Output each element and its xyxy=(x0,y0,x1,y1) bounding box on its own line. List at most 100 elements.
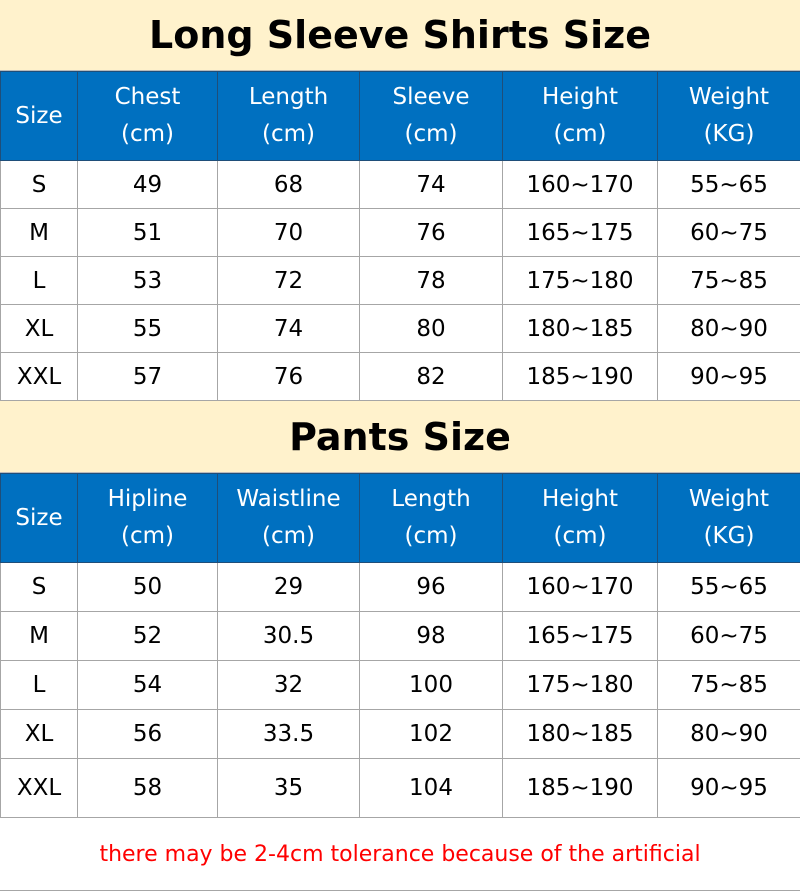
header-text: (cm) xyxy=(503,518,657,555)
table-cell: 75~85 xyxy=(658,257,800,305)
table-cell: 175~180 xyxy=(503,661,658,710)
table-cell: 78 xyxy=(360,257,503,305)
header-text: (cm) xyxy=(218,518,359,555)
table-cell: 70 xyxy=(218,209,360,257)
table-cell: M xyxy=(1,209,78,257)
column-header: Size xyxy=(1,72,78,161)
table-cell: 76 xyxy=(360,209,503,257)
table-cell: 74 xyxy=(360,161,503,209)
table-cell: 55~65 xyxy=(658,563,800,612)
table-cell: 100 xyxy=(360,661,503,710)
table-cell: 32 xyxy=(218,661,360,710)
header-text: (cm) xyxy=(218,116,359,153)
header-text: (cm) xyxy=(78,518,217,555)
column-header: Chest(cm) xyxy=(78,72,218,161)
column-header: Length(cm) xyxy=(218,72,360,161)
table-cell: 160~170 xyxy=(503,563,658,612)
table-cell: 68 xyxy=(218,161,360,209)
table-cell: 90~95 xyxy=(658,759,800,818)
header-text: Height xyxy=(503,79,657,116)
shirts-title: Long Sleeve Shirts Size xyxy=(0,0,800,71)
table-cell: 180~185 xyxy=(503,305,658,353)
table-cell: 80~90 xyxy=(658,710,800,759)
header-text: (KG) xyxy=(658,518,800,555)
table-cell: 30.5 xyxy=(218,612,360,661)
table-cell: S xyxy=(1,563,78,612)
table-cell: 72 xyxy=(218,257,360,305)
column-header: Height(cm) xyxy=(503,474,658,563)
column-header: Size xyxy=(1,474,78,563)
column-header: Height(cm) xyxy=(503,72,658,161)
table-cell: 165~175 xyxy=(503,612,658,661)
table-cell: 60~75 xyxy=(658,612,800,661)
table-cell: 160~170 xyxy=(503,161,658,209)
column-header: Hipline(cm) xyxy=(78,474,218,563)
table-cell: 35 xyxy=(218,759,360,818)
table-cell: XXL xyxy=(1,353,78,401)
table-cell: 82 xyxy=(360,353,503,401)
header-text: Height xyxy=(503,481,657,518)
header-text: (cm) xyxy=(360,116,502,153)
table-cell: 56 xyxy=(78,710,218,759)
table-cell: 165~175 xyxy=(503,209,658,257)
table-cell: XXL xyxy=(1,759,78,818)
table-cell: 50 xyxy=(78,563,218,612)
table-cell: 90~95 xyxy=(658,353,800,401)
table-cell: 185~190 xyxy=(503,353,658,401)
table-cell: XL xyxy=(1,305,78,353)
table-cell: 57 xyxy=(78,353,218,401)
table-cell: 54 xyxy=(78,661,218,710)
table-cell: 52 xyxy=(78,612,218,661)
table-cell: S xyxy=(1,161,78,209)
table-cell: 185~190 xyxy=(503,759,658,818)
column-header: Sleeve(cm) xyxy=(360,72,503,161)
table-cell: 80 xyxy=(360,305,503,353)
table-cell: 180~185 xyxy=(503,710,658,759)
table-cell: L xyxy=(1,661,78,710)
table-cell: 75~85 xyxy=(658,661,800,710)
column-header: Weight(KG) xyxy=(658,474,800,563)
header-text: Chest xyxy=(78,79,217,116)
table-cell: 175~180 xyxy=(503,257,658,305)
header-text: (cm) xyxy=(360,518,502,555)
table-cell: M xyxy=(1,612,78,661)
table-cell: 60~75 xyxy=(658,209,800,257)
header-text: (KG) xyxy=(658,116,800,153)
header-text: Length xyxy=(360,481,502,518)
table-cell: 74 xyxy=(218,305,360,353)
header-text: Hipline xyxy=(78,481,217,518)
table-cell: 98 xyxy=(360,612,503,661)
table-cell: 53 xyxy=(78,257,218,305)
table-cell: 49 xyxy=(78,161,218,209)
header-text: Length xyxy=(218,79,359,116)
header-text: Sleeve xyxy=(360,79,502,116)
table-cell: 51 xyxy=(78,209,218,257)
table-cell: 29 xyxy=(218,563,360,612)
table-cell: 55~65 xyxy=(658,161,800,209)
table-cell: 96 xyxy=(360,563,503,612)
header-text: Size xyxy=(1,98,77,135)
header-text: Waistline xyxy=(218,481,359,518)
table-cell: 55 xyxy=(78,305,218,353)
table-cell: 80~90 xyxy=(658,305,800,353)
table-cell: 102 xyxy=(360,710,503,759)
header-text: (cm) xyxy=(78,116,217,153)
table-cell: 58 xyxy=(78,759,218,818)
table-cell: 104 xyxy=(360,759,503,818)
column-header: Weight(KG) xyxy=(658,72,800,161)
column-header: Waistline(cm) xyxy=(218,474,360,563)
tolerance-note: there may be 2-4cm tolerance because of … xyxy=(0,818,800,891)
